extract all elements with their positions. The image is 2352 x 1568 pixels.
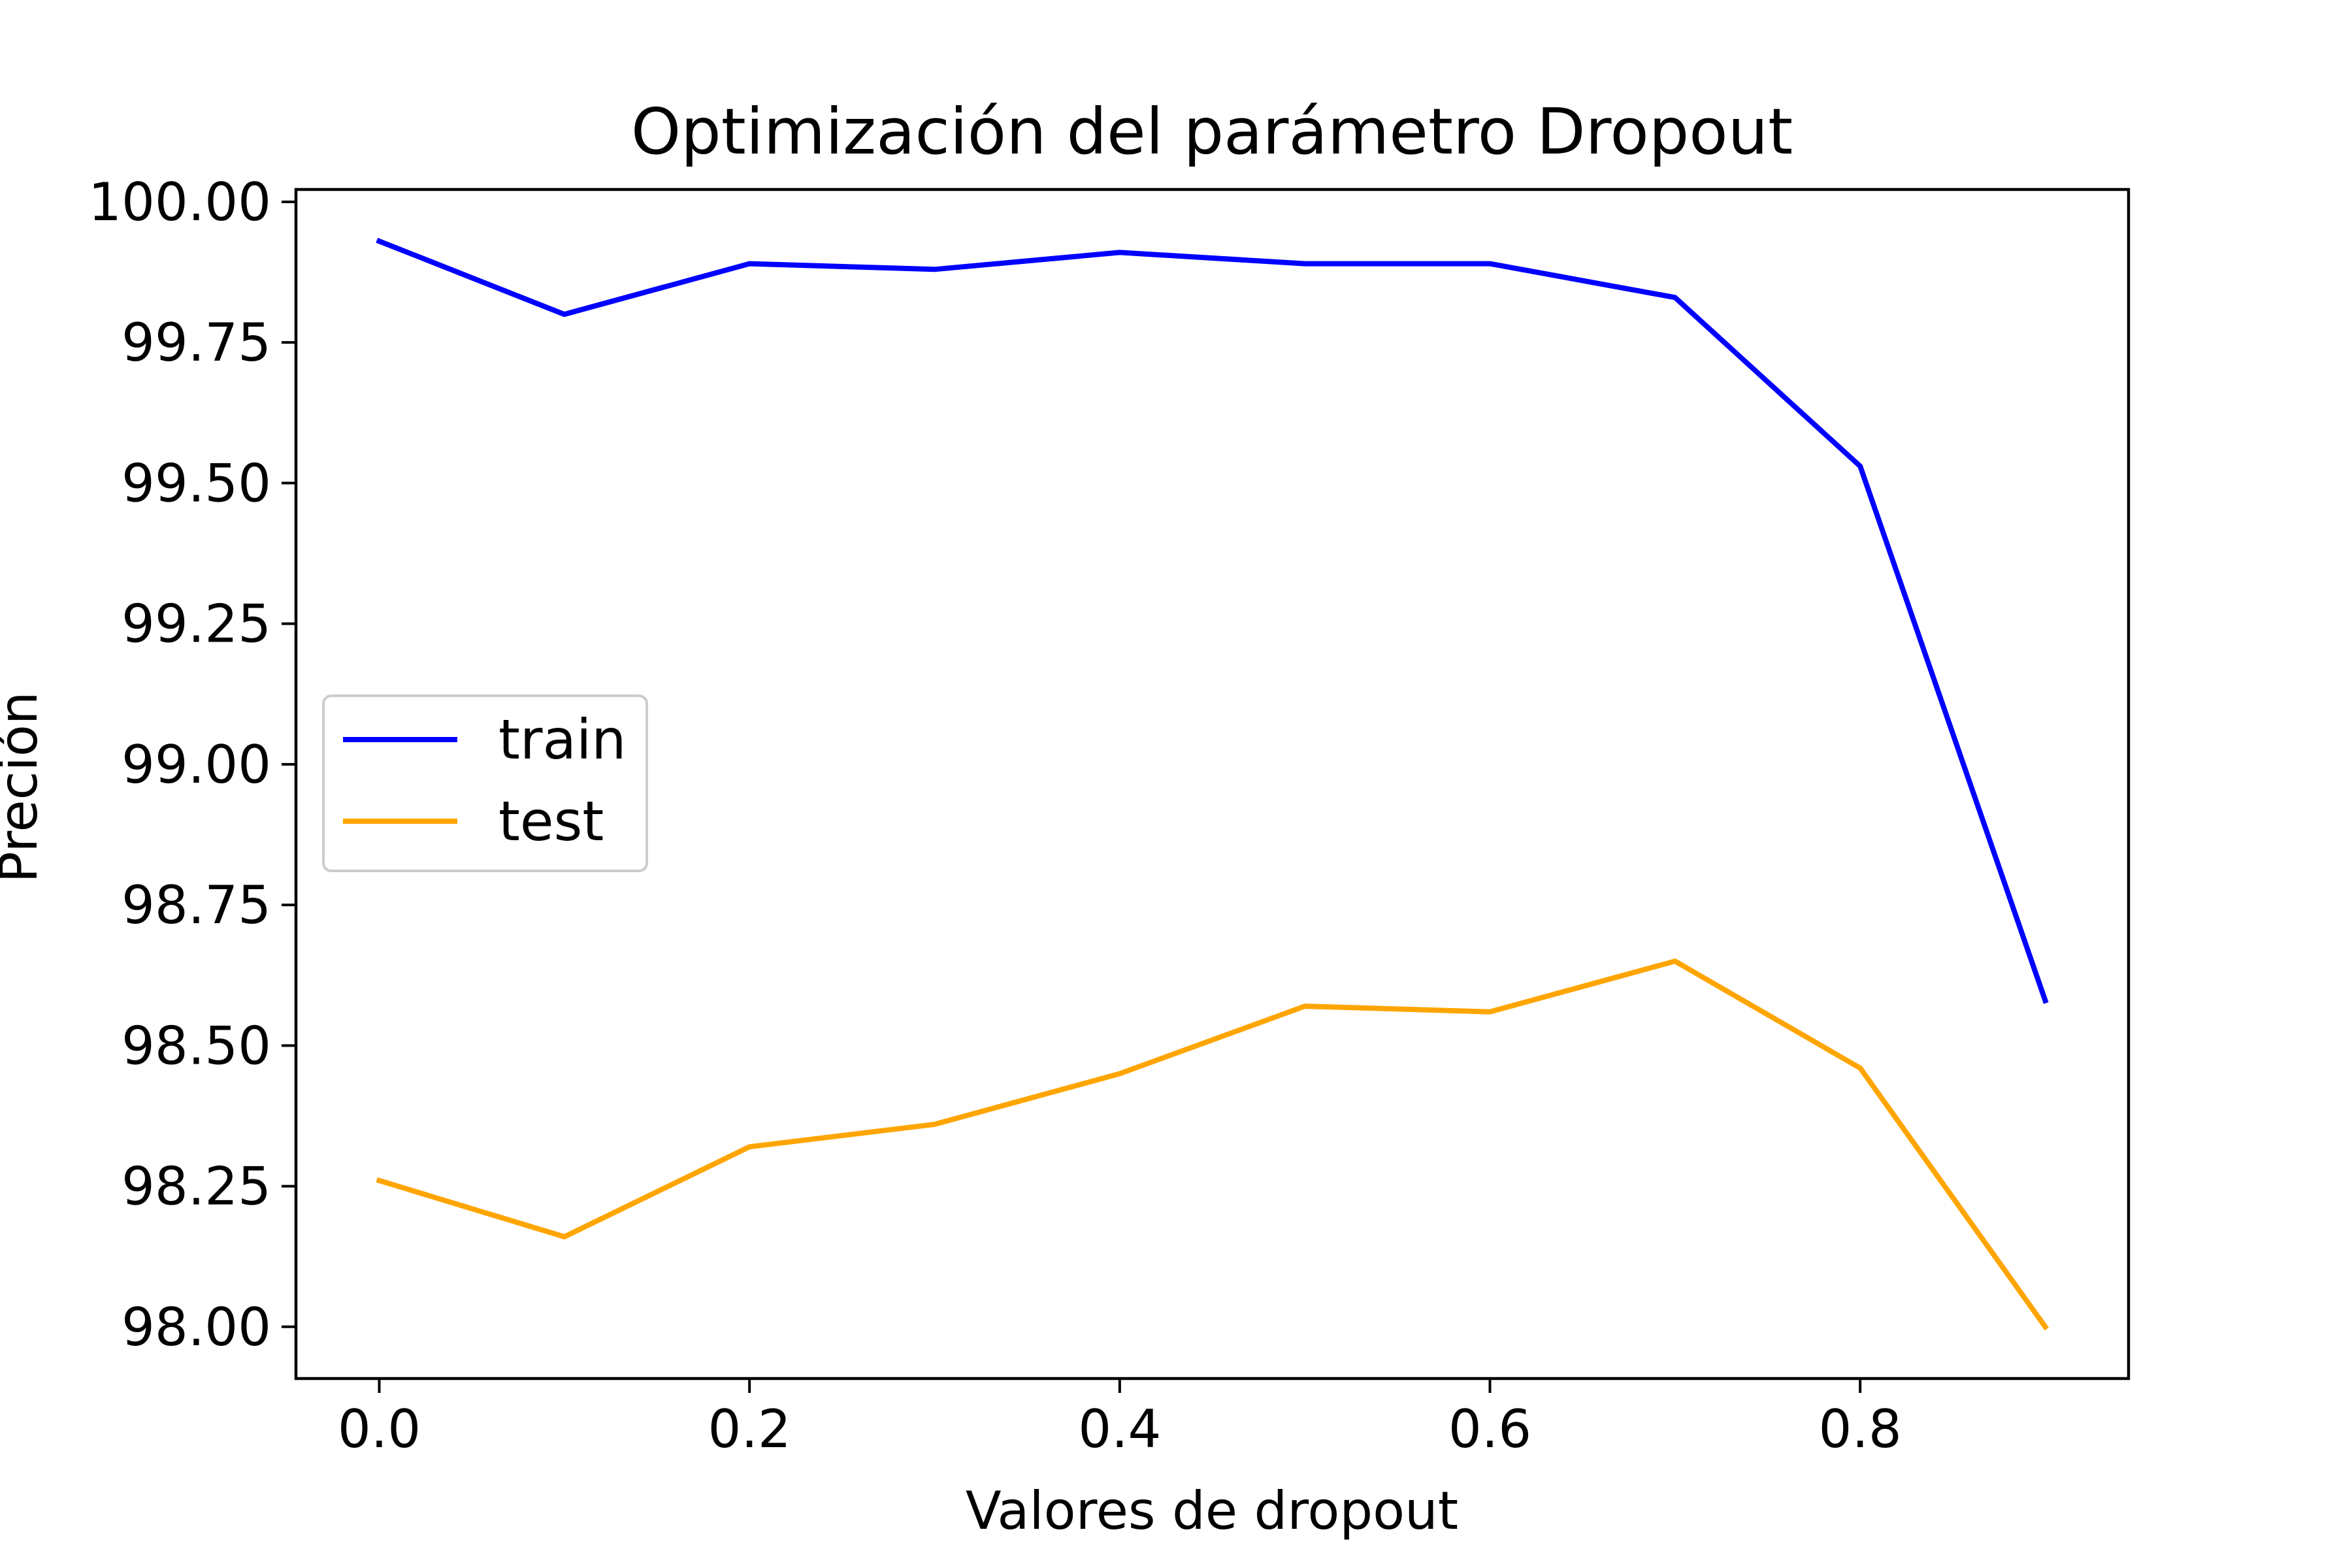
series-layer <box>376 238 2050 1331</box>
y-tick-label: 98.00 <box>122 1297 271 1358</box>
series-line-train <box>376 238 2049 1004</box>
y-tick-label: 99.75 <box>122 312 271 373</box>
legend-label-train: train <box>498 708 627 772</box>
y-tick-label: 98.75 <box>122 875 271 936</box>
y-tick-label: 99.50 <box>122 453 271 514</box>
y-tick-label: 98.50 <box>122 1015 271 1076</box>
y-axis: 98.00 98.25 98.50 98.75 99.00 99.25 99.50 99.75… <box>88 172 296 1358</box>
x-axis-label: Valores de dropout <box>966 1480 1458 1541</box>
legend-label-test: test <box>498 789 604 853</box>
y-tick-label: 100.00 <box>88 172 271 233</box>
y-tick-label: 98.25 <box>122 1156 271 1217</box>
chart-title: Optimización del parámetro Dropout <box>631 95 1793 169</box>
y-axis-label: Preción <box>0 691 49 883</box>
x-tick-label: 0.8 <box>1819 1399 1902 1460</box>
x-tick-label: 0.6 <box>1448 1399 1531 1460</box>
x-axis: 0.0 0.2 0.4 0.6 0.8 <box>338 1379 1902 1460</box>
y-tick-label: 99.00 <box>122 734 271 795</box>
x-tick-label: 0.0 <box>338 1399 421 1460</box>
x-tick-label: 0.2 <box>708 1399 791 1460</box>
series-line-test <box>376 958 2050 1331</box>
plot-frame <box>294 188 2131 1380</box>
legend: train test <box>322 694 648 872</box>
x-tick-label: 0.4 <box>1078 1399 1161 1460</box>
y-tick-label: 99.25 <box>122 594 271 655</box>
